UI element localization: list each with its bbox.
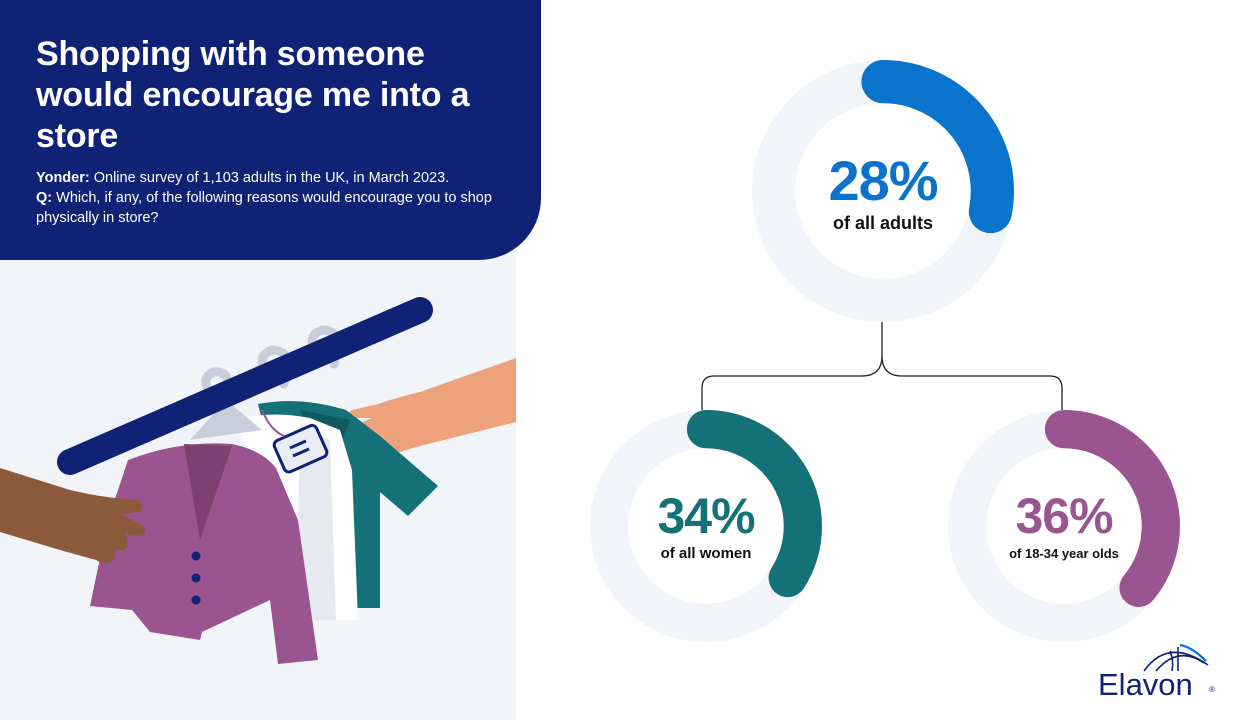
stat-percent-women: 34% (657, 488, 755, 544)
elavon-logo: Elavon ® (1098, 643, 1215, 702)
logo-wordmark: Elavon (1098, 667, 1193, 702)
stat-caption-women: of all women (660, 545, 752, 562)
logo-registered-mark: ® (1209, 685, 1215, 694)
donut-ring-18-34 (947, 409, 1181, 643)
stat-percent-18-34: 36% (1015, 488, 1113, 544)
donut-value-arc (751, 59, 1015, 323)
clothes-rail (57, 297, 433, 475)
donut-ring-all-adults (751, 59, 1015, 323)
left-arm (0, 468, 146, 563)
survey-source: Yonder: Online survey of 1,103 adults in… (36, 168, 496, 228)
stat-caption-18-34: of 18-34 year olds (1009, 546, 1119, 561)
donut-ring-women (589, 409, 823, 643)
price-tag (261, 409, 329, 474)
source-label: Yonder: (36, 170, 90, 186)
source-text: Online survey of 1,103 adults in the UK,… (89, 170, 450, 186)
logo-mark (1143, 647, 1209, 672)
donut-value-arc (947, 409, 1181, 643)
stat-caption-all-adults: of all adults (832, 213, 933, 233)
header-panel: Shopping with someone would encourage me… (0, 0, 541, 260)
question-label: Q: (36, 190, 53, 206)
clothes-rack-illustration (0, 297, 516, 664)
right-arm (346, 358, 516, 460)
question-text: Which, if any, of the following reasons … (36, 190, 492, 226)
stat-percent-all-adults: 28% (828, 149, 938, 212)
donut-all-adults: 28% of all adults (751, 59, 1015, 323)
donut-women: 34% of all women (589, 409, 823, 643)
purple-cardigan (90, 443, 318, 664)
donut-value-arc (589, 409, 823, 643)
page-title: Shopping with someone would encourage me… (36, 35, 470, 155)
donut-18-34: 36% of 18-34 year olds (947, 409, 1181, 643)
